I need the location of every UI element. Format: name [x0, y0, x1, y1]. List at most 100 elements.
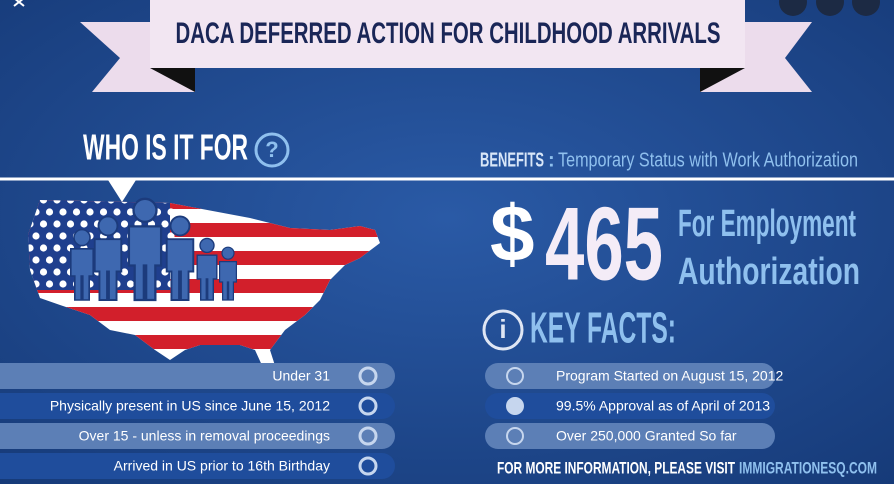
criteria-text: Arrived in US prior to 16th Birthday	[114, 458, 330, 474]
person-icon	[196, 237, 218, 301]
flag-star	[45, 208, 54, 216]
fact-icon	[506, 427, 524, 445]
pointer	[108, 180, 136, 202]
criteria-bar	[0, 453, 395, 479]
banner-title: DACA DEFERRED ACTION FOR CHILDHOOD ARRIV…	[176, 17, 721, 50]
viewer-button[interactable]	[779, 0, 807, 16]
person-body	[218, 261, 238, 301]
fee-caption: Authorization	[678, 251, 860, 293]
person-icon	[93, 215, 123, 301]
fact-text: Over 250,000 Granted So far	[556, 428, 737, 444]
flag-star	[167, 232, 175, 240]
flag-star	[59, 208, 67, 216]
flag-star	[120, 244, 129, 252]
flag-star	[53, 220, 61, 228]
benefits-text: Temporary Status with Work Authorization	[558, 149, 858, 171]
flag-star	[66, 220, 75, 228]
fact-bar	[485, 423, 775, 449]
flag-star	[107, 200, 115, 204]
person-head	[73, 228, 91, 247]
flag-star	[167, 208, 175, 216]
person-head	[97, 215, 119, 237]
flag-star	[120, 220, 129, 228]
flag-star	[120, 268, 129, 276]
info-circle	[482, 309, 524, 351]
fact-text: Program Started on August 15, 2012	[556, 368, 783, 384]
benefits-label: BENEFITS	[480, 149, 544, 171]
flag-star	[39, 244, 48, 252]
person-body	[196, 254, 218, 301]
flag-star	[80, 220, 88, 228]
criteria-icon	[358, 366, 378, 386]
person-head	[169, 215, 191, 237]
criteria-bar	[0, 363, 395, 389]
person-icon	[165, 215, 195, 301]
fact-bar	[485, 363, 775, 389]
person-icon	[69, 228, 95, 301]
viewer-button[interactable]	[852, 0, 880, 16]
footer-link[interactable]: IMMIGRATIONESQ.COM	[739, 458, 877, 477]
flag-star	[32, 256, 40, 264]
fee-currency: $	[490, 189, 535, 278]
flag-star	[66, 200, 75, 204]
person-body	[165, 238, 195, 301]
close-icon[interactable]	[13, 0, 25, 7]
person-head	[132, 197, 158, 223]
criteria-text: Over 15 - unless in removal proceedings	[79, 428, 330, 444]
question-icon: ?	[265, 137, 278, 162]
fact-text: 99.5% Approval as of April of 2013	[556, 398, 770, 414]
person-icon	[218, 246, 238, 301]
fee-caption: For Employment	[678, 203, 856, 245]
person-body	[127, 225, 163, 302]
flag-star	[126, 280, 135, 288]
flag-star	[45, 256, 54, 264]
info-icon: i	[499, 314, 506, 344]
person-head	[221, 246, 235, 260]
benefits-separator: :	[548, 149, 555, 171]
person-body	[69, 248, 95, 301]
flag-star	[39, 268, 48, 276]
flag-star	[99, 208, 108, 216]
flag-star	[45, 232, 54, 240]
ribbon-fold-left	[150, 68, 195, 92]
flag-star	[59, 232, 67, 240]
criteria-icon	[358, 396, 378, 416]
flag-star	[126, 208, 135, 216]
criteria-bar	[0, 393, 395, 419]
key-facts-heading: KEY FACTS:	[530, 304, 676, 353]
person-body	[93, 238, 123, 301]
person-icon	[127, 197, 163, 302]
who-heading: WHO IS IT FOR	[83, 127, 248, 168]
question-circle	[254, 132, 290, 168]
viewer-button[interactable]	[816, 0, 844, 16]
flag-star	[53, 244, 61, 252]
footer-text: FOR MORE INFORMATION, PLEASE VISIT	[497, 458, 735, 477]
criteria-text: Under 31	[272, 368, 330, 384]
criteria-bar	[0, 423, 395, 449]
person-head	[199, 237, 215, 254]
flag-star	[86, 208, 94, 216]
fee-amount: 465	[545, 186, 663, 302]
flag-star	[72, 208, 81, 216]
flag-star	[113, 232, 121, 240]
flag-star	[53, 200, 61, 204]
flag-star	[59, 256, 67, 264]
criteria-icon	[358, 456, 378, 476]
flag-star	[113, 208, 121, 216]
flag-star	[59, 280, 67, 288]
fact-icon	[506, 397, 524, 415]
flag-stripe	[28, 307, 380, 321]
flag-star	[32, 232, 40, 240]
flag-star	[39, 220, 48, 228]
flag-star	[93, 200, 102, 204]
flag-star	[53, 268, 61, 276]
criteria-text: Physically present in US since June 15, …	[50, 398, 330, 414]
criteria-icon	[358, 426, 378, 446]
flag-star	[161, 220, 169, 228]
flag-star	[45, 280, 54, 288]
flag-star	[80, 200, 88, 204]
fact-icon	[506, 367, 524, 385]
ribbon	[150, 0, 745, 68]
